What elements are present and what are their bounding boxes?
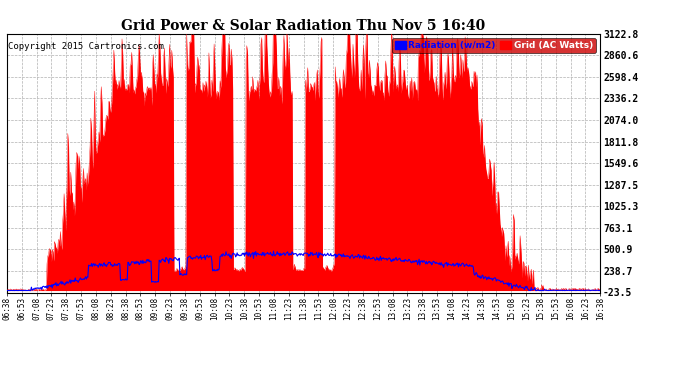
Legend: Radiation (w/m2), Grid (AC Watts): Radiation (w/m2), Grid (AC Watts) [392,38,595,53]
Title: Grid Power & Solar Radiation Thu Nov 5 16:40: Grid Power & Solar Radiation Thu Nov 5 1… [121,19,486,33]
Text: Copyright 2015 Cartronics.com: Copyright 2015 Cartronics.com [8,42,164,51]
